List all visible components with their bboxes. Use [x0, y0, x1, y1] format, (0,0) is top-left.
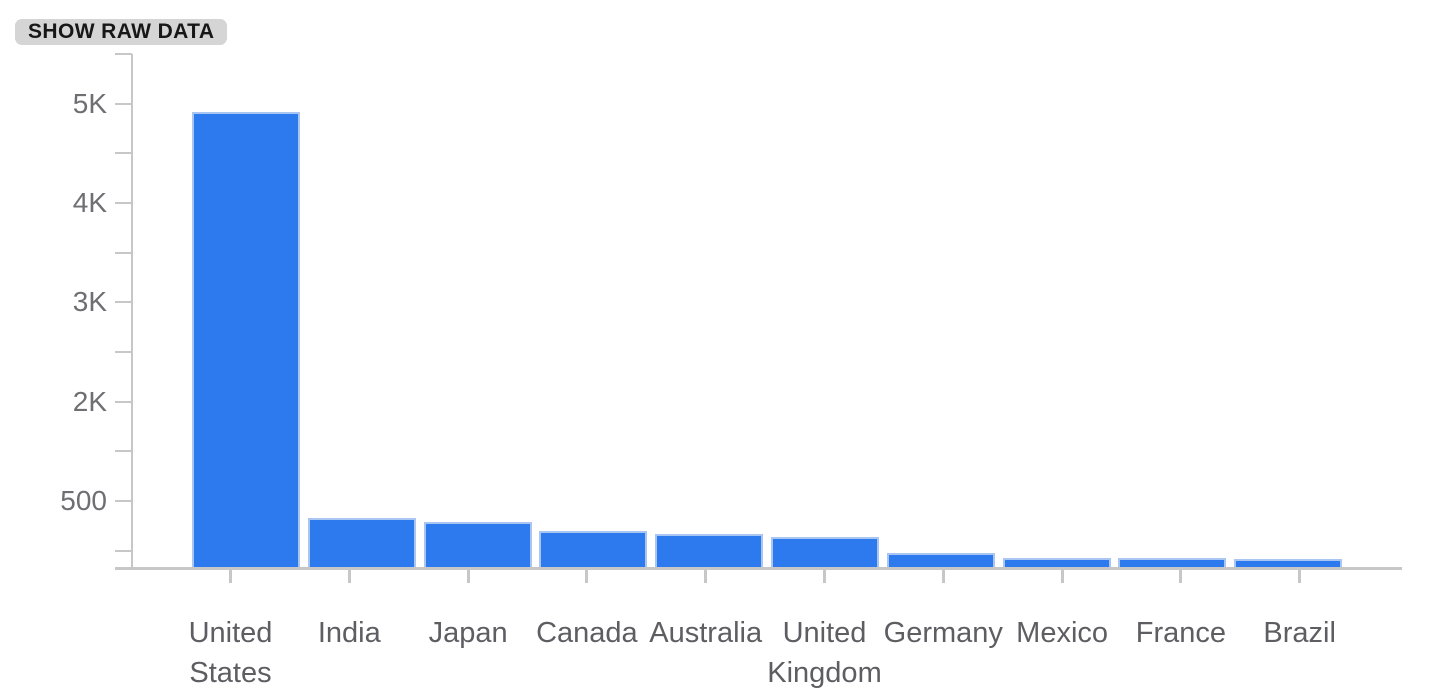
y-axis-tick — [115, 549, 132, 552]
y-axis-tick — [115, 500, 132, 502]
bar-japan[interactable] — [423, 522, 532, 567]
bar-united-kingdom[interactable] — [771, 536, 879, 567]
y-axis-line — [131, 54, 133, 569]
show-raw-data-button[interactable]: SHOW RAW DATA — [15, 19, 228, 45]
x-axis-tick — [704, 570, 708, 583]
bar-canada[interactable] — [539, 530, 648, 567]
x-axis-label-germany: Germany — [883, 616, 1003, 649]
bar-brazil[interactable] — [1234, 558, 1343, 567]
x-axis-label-mexico: Mexico — [1016, 616, 1109, 649]
x-axis-label-canada: Canada — [536, 616, 638, 649]
y-axis-tick — [115, 301, 132, 304]
x-axis-label-brazil: Brazil — [1263, 616, 1336, 649]
bar-australia[interactable] — [655, 533, 764, 567]
x-axis-tick — [1179, 570, 1183, 583]
x-axis-tick — [823, 570, 826, 583]
x-axis-label-united-kingdom: United Kingdom — [767, 616, 882, 689]
y-axis-tick — [115, 400, 132, 403]
y-axis-tick — [115, 351, 132, 354]
x-axis-label-australia: Australia — [649, 616, 763, 649]
y-axis-label: 5K — [72, 87, 107, 119]
y-axis-tick — [115, 152, 132, 155]
y-axis-label: 4K — [72, 187, 107, 219]
y-axis-label: 2K — [72, 385, 107, 417]
x-axis-tick — [941, 570, 945, 583]
x-axis-tick — [1298, 570, 1302, 583]
y-axis-tick — [115, 202, 132, 205]
bar-germany[interactable] — [886, 552, 995, 567]
x-axis-tick — [585, 570, 589, 583]
y-axis-tick — [115, 53, 132, 56]
x-axis-tick — [229, 570, 232, 583]
x-axis-label-japan: Japan — [428, 616, 508, 649]
bar-india[interactable] — [307, 518, 416, 567]
x-axis-tick — [466, 570, 470, 583]
x-axis-label-united-states: United States — [188, 616, 273, 689]
bar-mexico[interactable] — [1002, 557, 1111, 567]
bar-united-states[interactable] — [192, 112, 300, 567]
x-axis-tick — [1060, 570, 1064, 583]
y-axis-tick — [115, 450, 132, 453]
x-axis-line — [115, 567, 1402, 570]
y-axis-tick — [115, 102, 132, 105]
y-axis-label: 3K — [72, 286, 107, 318]
y-axis-label: 500 — [60, 485, 107, 516]
x-axis-tick — [347, 570, 351, 583]
bar-france[interactable] — [1118, 558, 1227, 567]
x-axis-label-france: France — [1135, 616, 1227, 649]
x-axis-label-india: India — [317, 616, 381, 649]
y-axis-tick — [115, 251, 132, 254]
